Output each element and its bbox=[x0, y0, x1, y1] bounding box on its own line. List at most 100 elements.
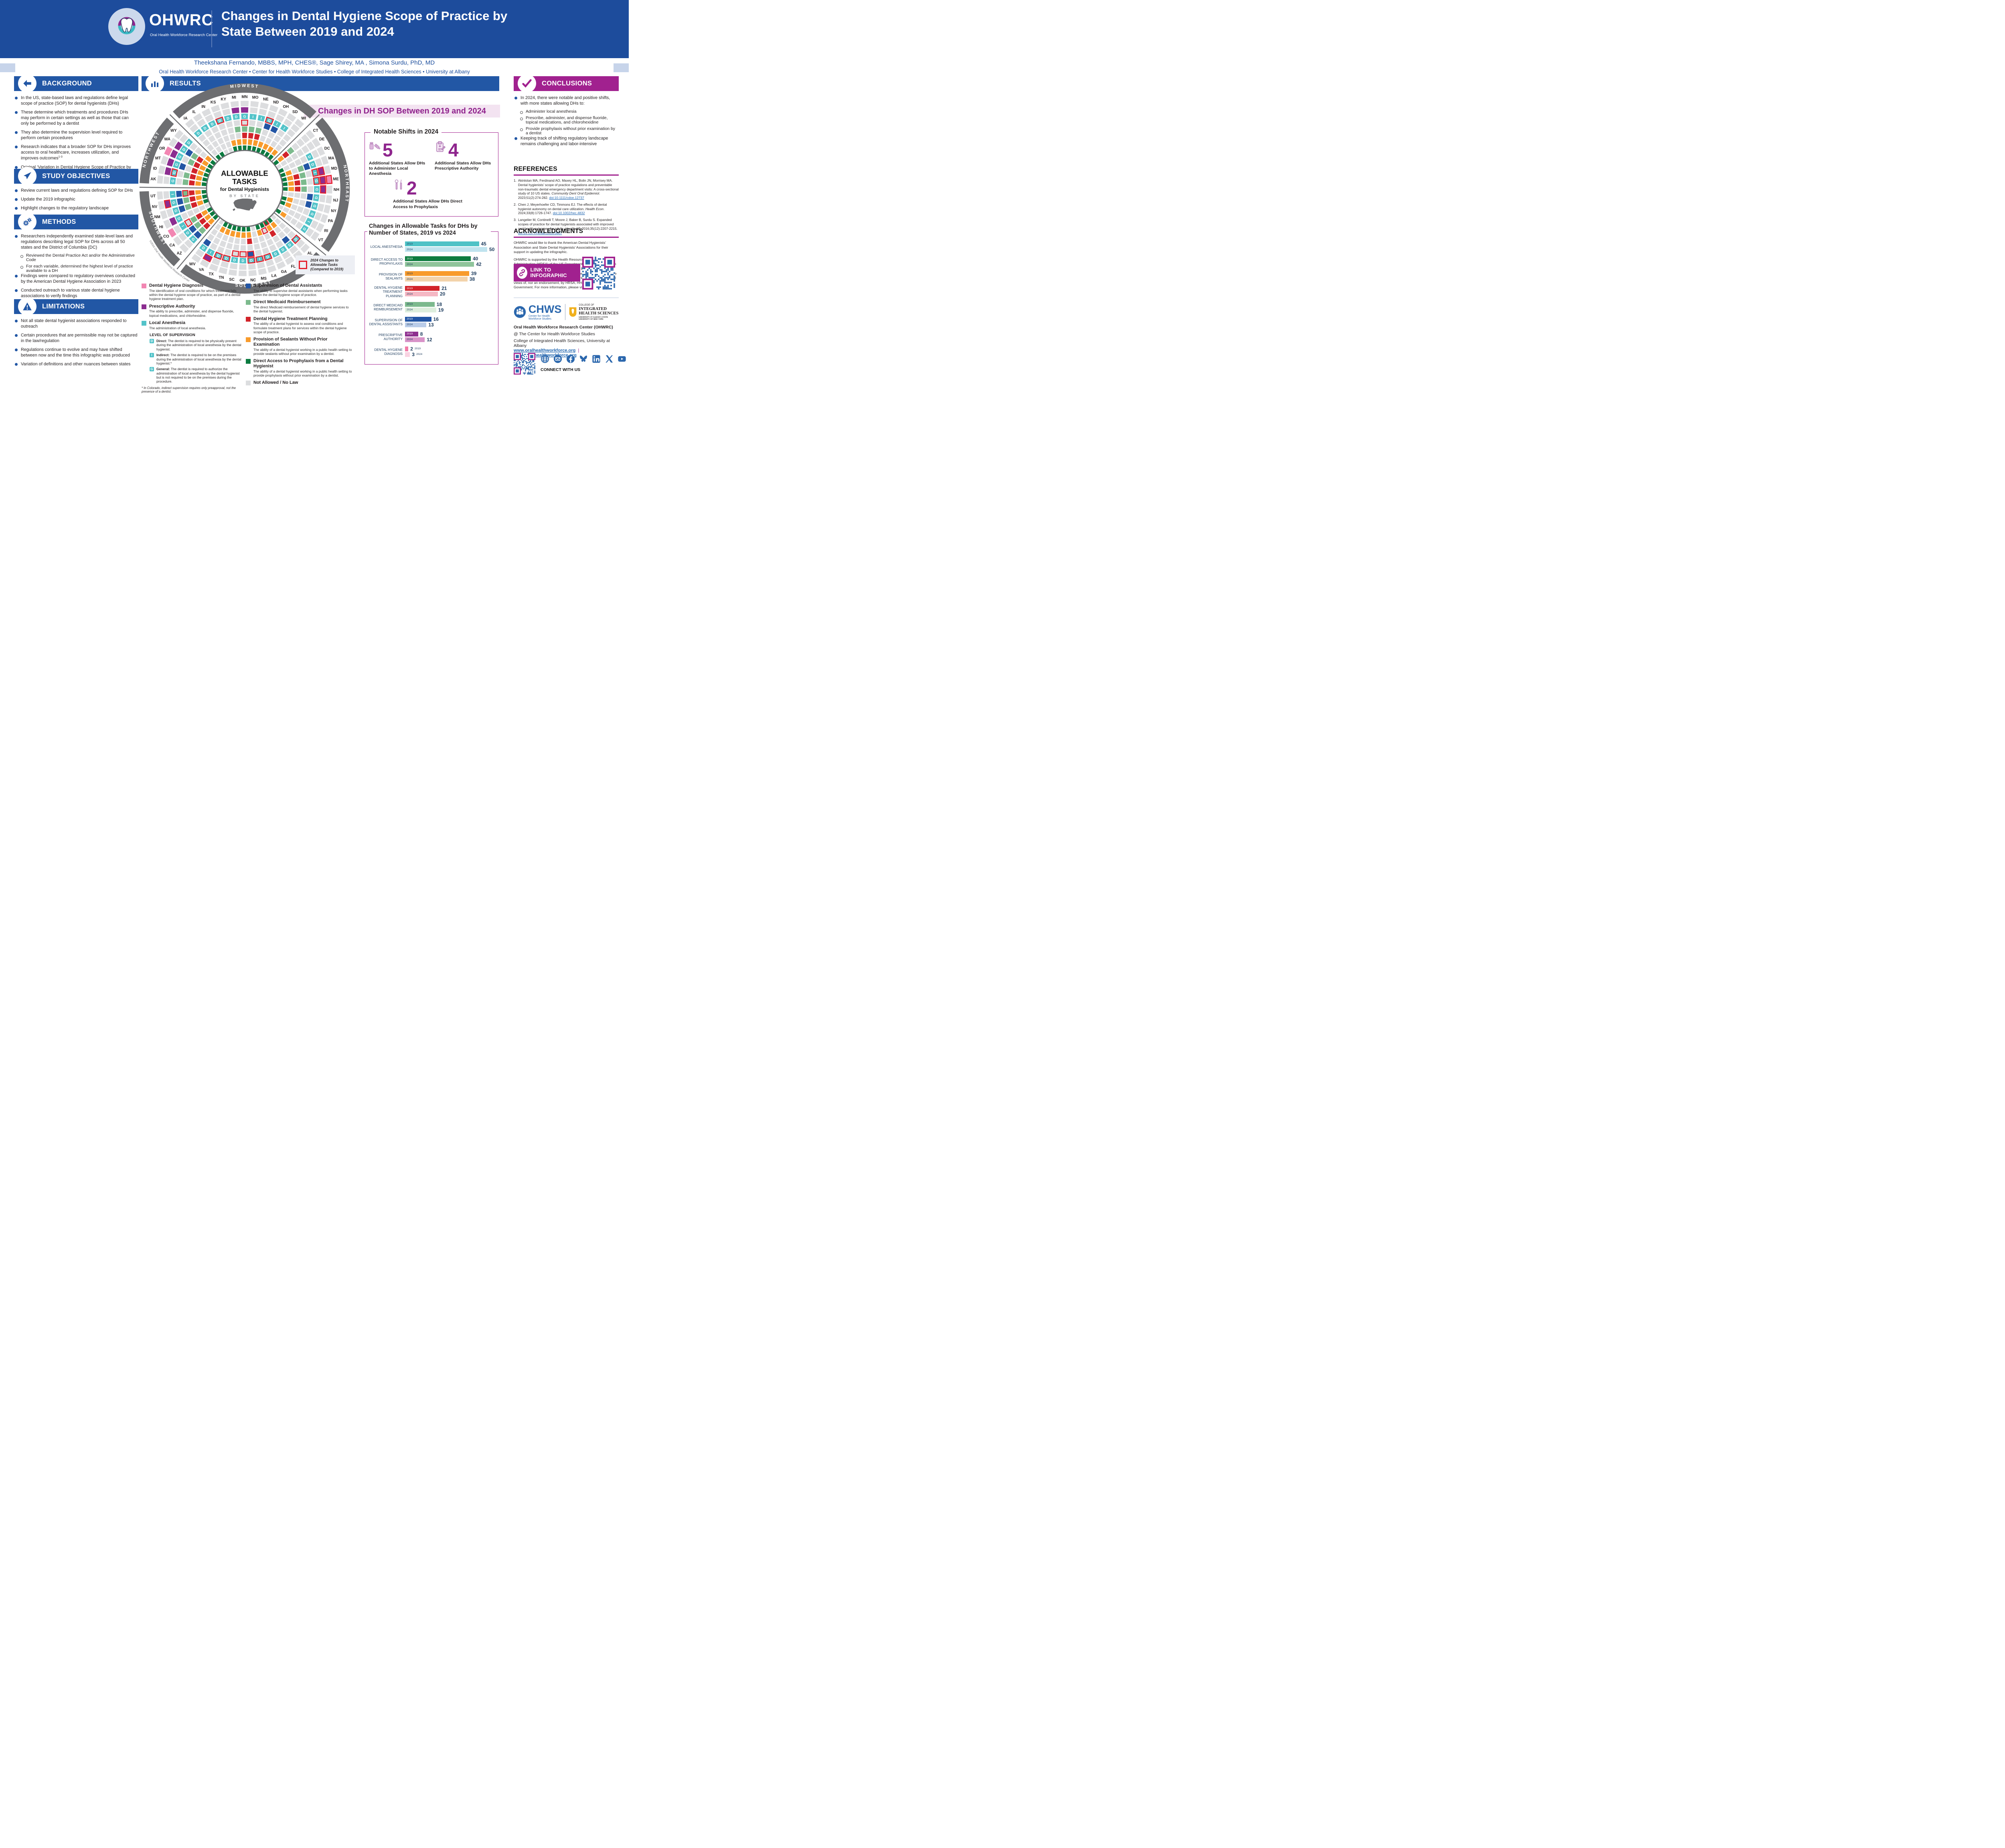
wheel-cell-CT-se bbox=[277, 155, 285, 163]
wheel-cell-LA-p bbox=[265, 258, 275, 267]
chart-row: DENTAL HYGIENE DIAGNOSIS 2 2019 3 2024 bbox=[374, 346, 423, 357]
x-icon[interactable] bbox=[605, 355, 614, 363]
bar-2019: 2019 bbox=[405, 241, 479, 246]
supervision-letter-NC: D bbox=[250, 258, 253, 263]
bullet-item: Highlight changes to the regulatory land… bbox=[15, 205, 138, 211]
wheel-cell-AL-d bbox=[300, 243, 310, 254]
wheel-cell-IA-m bbox=[202, 138, 211, 148]
wheel-cell-NV-d bbox=[157, 200, 166, 211]
wheel-cell-WA-d bbox=[168, 137, 178, 148]
link-to-infographic-bar[interactable]: LINK TO INFOGRAPHIC bbox=[514, 264, 580, 282]
state-label-WI: WI bbox=[301, 116, 306, 121]
wheel-cell-NC-d bbox=[248, 269, 257, 277]
social-icons-row bbox=[541, 355, 626, 363]
wheel-cell-IL-d bbox=[192, 112, 203, 123]
chws-acronym: CHWS bbox=[528, 303, 562, 315]
supervision-letter-OH: I bbox=[275, 122, 278, 126]
wheel-cell-WV-t bbox=[210, 228, 219, 237]
wheel-cell-IN-d bbox=[201, 107, 212, 118]
wheel-cell-MT-m bbox=[184, 164, 193, 173]
wheel-cell-TN-se bbox=[229, 230, 236, 237]
wheel-cell-CA-t bbox=[198, 217, 207, 226]
wheel-cell-WI-m bbox=[278, 138, 288, 148]
linkedin-icon[interactable] bbox=[592, 355, 601, 363]
wheel-cell-TN-s bbox=[223, 248, 232, 256]
email-icon[interactable] bbox=[553, 355, 562, 363]
wheel-cell-GA-p bbox=[273, 255, 284, 264]
bullet-item: These determine which treatments and pro… bbox=[15, 109, 138, 126]
wheel-cell-DE-a bbox=[300, 144, 310, 154]
wheel-cell-AK-a bbox=[169, 176, 176, 185]
wheel-cell-WI-d bbox=[294, 118, 305, 129]
state-label-NE: NE bbox=[263, 97, 269, 102]
wheel-cell-IA-se bbox=[211, 148, 219, 157]
wheel-cell-HI-a bbox=[174, 214, 184, 224]
bar-chart-rows: LOCAL ANESTHESIA 2019 45 2024 50 DIRECT ACCES… bbox=[367, 241, 495, 361]
connect-with-us: CONNECT WITH US bbox=[541, 367, 581, 372]
wheel-cell-KS-t bbox=[223, 134, 230, 143]
region-band-southwest bbox=[139, 191, 180, 266]
logo-subtitle: Oral Health Workforce Research Center bbox=[150, 33, 218, 37]
bar-2024: 2024 bbox=[405, 277, 468, 282]
chart-row: DIRECT ACCESS TO PROPHYLAXIS 2019 40 2024 42 bbox=[371, 256, 482, 267]
edge-accent-right bbox=[614, 63, 629, 72]
wheel-cell-WA-a bbox=[179, 144, 189, 154]
notable-shift-text: Additional States Allow DHs to Administe… bbox=[369, 161, 425, 176]
wheel-cell-NM-t bbox=[190, 201, 198, 209]
wheel-cell-NE-p bbox=[258, 108, 268, 116]
wheel-cell-OR-p bbox=[169, 149, 179, 159]
wheel-cell-MT-t bbox=[190, 167, 198, 175]
wheel-cell-RI-d bbox=[315, 222, 325, 233]
state-label-MI: MI bbox=[232, 95, 236, 100]
doi-link[interactable]: doi:10.1002/hec.4832 bbox=[553, 211, 585, 215]
bar-2024 bbox=[405, 352, 410, 357]
wheel-cell-RI-s bbox=[298, 214, 308, 223]
wheel-cell-MA-p bbox=[314, 157, 323, 167]
ihs-line4: UNIVERSITY AT ALBANY | STATE UNIVERSITY … bbox=[579, 316, 608, 320]
state-label-WY: WY bbox=[170, 128, 177, 133]
wheel-cell-ND-t bbox=[259, 134, 267, 143]
page-title: Changes in Dental Hygiene Scope of Pract… bbox=[221, 9, 508, 38]
bluesky-icon[interactable] bbox=[579, 355, 588, 363]
youtube-icon[interactable] bbox=[618, 355, 626, 363]
ihs-line1: COLLEGE OF bbox=[579, 304, 594, 307]
supervision-letter-IN: D bbox=[210, 122, 215, 126]
wheel-cell-TX-d bbox=[208, 263, 219, 272]
state-label-MD: MD bbox=[331, 166, 337, 171]
wheel-cell-MT-d bbox=[160, 155, 169, 166]
wheel-cell-MO-se bbox=[247, 138, 253, 146]
globe-icon[interactable] bbox=[541, 355, 549, 363]
supervision-letter-MI: D bbox=[235, 115, 238, 119]
chart-row: LOCAL ANESTHESIA 2019 45 2024 50 bbox=[370, 241, 495, 252]
state-label-NV: NV bbox=[152, 205, 158, 209]
doi-link[interactable]: doi:10.1377/hlthaff.2016.0807 bbox=[518, 231, 562, 235]
wheel-cell-NY-d bbox=[323, 204, 331, 214]
wheel-cell-VT-se bbox=[279, 211, 288, 219]
wheel-cell-FL-d bbox=[284, 255, 295, 266]
wheel-cell-VA-t bbox=[215, 231, 224, 240]
wheel-cell-PA-a bbox=[308, 209, 317, 219]
wheel-cell-WV-p bbox=[194, 248, 205, 258]
changes-banner: Changes in DH SOP Between 2019 and 2024 bbox=[304, 105, 500, 118]
wheel-cell-UT-s bbox=[176, 190, 183, 198]
wheel-cell-OH-m bbox=[267, 131, 276, 140]
chart-row: SUPERVISION OF DENTAL ASSISTANTS 2019 16 20… bbox=[369, 316, 439, 328]
facebook-icon[interactable] bbox=[566, 355, 575, 363]
state-label-PA: PA bbox=[328, 219, 333, 223]
wheel-cell-MN-t bbox=[241, 132, 248, 139]
wheel-cell-CO-a bbox=[178, 221, 188, 231]
wheel-cell-WY-m bbox=[194, 146, 203, 155]
wheel-cell-MA-se bbox=[285, 169, 293, 176]
wheel-cell-OH-se bbox=[262, 143, 269, 151]
state-label-MA: MA bbox=[328, 156, 334, 161]
website-link[interactable]: www.oralhealthworkforce.org bbox=[514, 348, 576, 353]
wheel-cell-ID-se bbox=[195, 175, 203, 181]
wheel-cell-IL-a bbox=[200, 123, 210, 133]
clipboard-icon bbox=[435, 141, 447, 159]
state-label-IL: IL bbox=[192, 110, 196, 114]
legend-column-1: Dental Hygiene Diagnosis The identificati… bbox=[142, 283, 243, 393]
wheel-cell-UT-t bbox=[188, 190, 195, 196]
wheel-cell-MI-p bbox=[231, 107, 240, 114]
doi-link[interactable]: doi:10.1111/cdoe.12737 bbox=[549, 196, 584, 200]
wheel-cell-KY-p bbox=[221, 108, 231, 116]
